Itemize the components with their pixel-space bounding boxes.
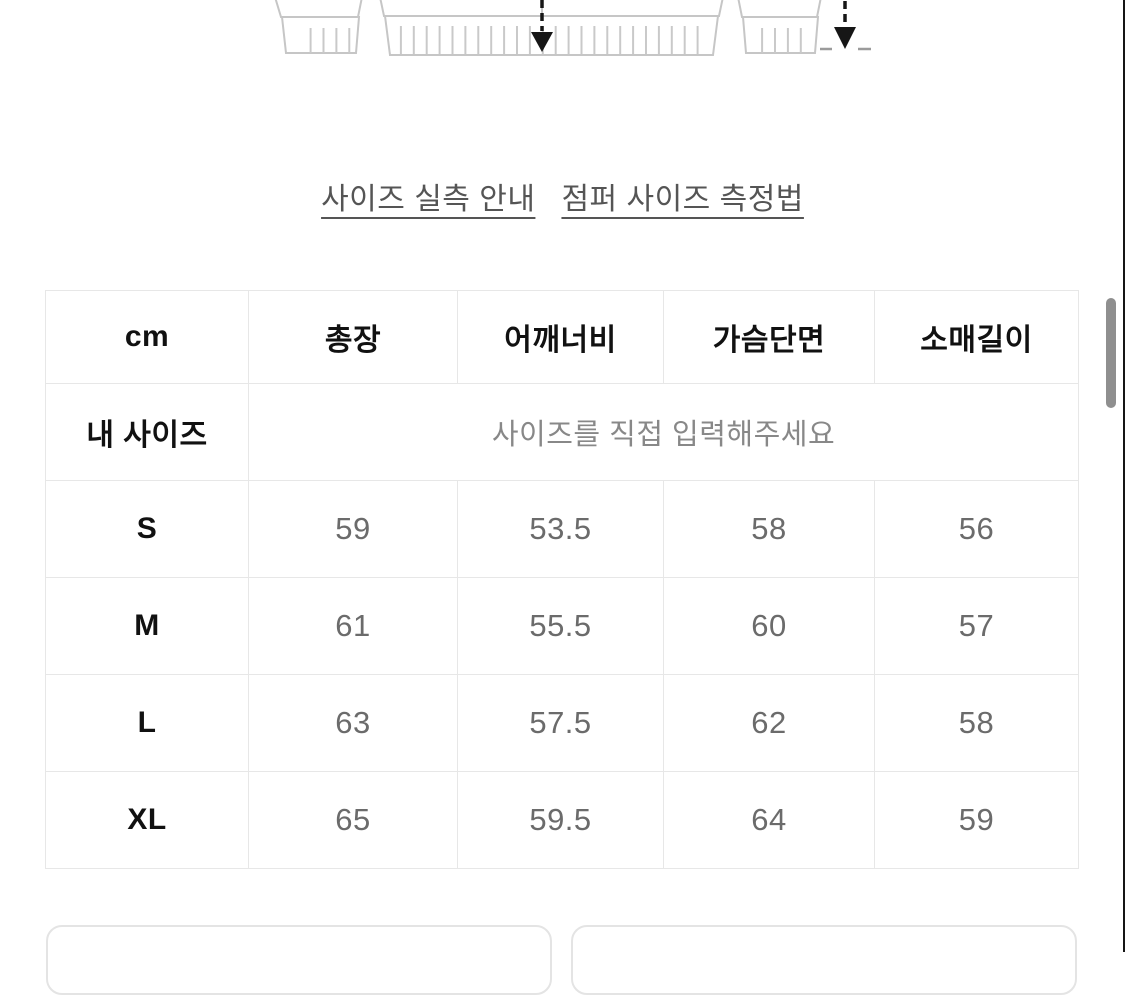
- value-cell: 59: [248, 480, 458, 578]
- table-row-xl: XL 65 59.5 64 59: [45, 771, 1079, 869]
- my-size-row: 내 사이즈 사이즈를 직접 입력해주세요: [45, 383, 1079, 481]
- my-size-label: 내 사이즈: [45, 383, 249, 481]
- size-measure-guide-link[interactable]: 사이즈 실측 안내: [321, 183, 536, 216]
- hem-ribbing: [396, 26, 708, 54]
- value-cell: 56: [874, 480, 1079, 578]
- left-sleeve-end: [274, 0, 363, 18]
- col-header-chest-width: 가슴단면: [663, 290, 875, 384]
- size-table: cm 총장 어깨너비 가슴단면 소매길이 내 사이즈 사이즈를 직접 입력해주세…: [45, 290, 1079, 869]
- right-cuff-ribbing: [760, 28, 811, 53]
- value-cell: 62: [663, 674, 875, 772]
- right-sleeve-end: [737, 0, 822, 18]
- value-cell: 59: [874, 771, 1079, 869]
- unit-header: cm: [45, 290, 249, 384]
- value-cell: 59.5: [457, 771, 664, 869]
- my-size-input-cell[interactable]: 사이즈를 직접 입력해주세요: [248, 383, 1079, 481]
- col-header-total-length: 총장: [248, 290, 458, 384]
- value-cell: 63: [248, 674, 458, 772]
- value-cell: 57: [874, 577, 1079, 675]
- jacket-hem-diagram: [274, 0, 871, 56]
- table-row-m: M 61 55.5 60 57: [45, 577, 1079, 675]
- screen-edge-line: [1123, 0, 1125, 952]
- bottom-button-right[interactable]: [571, 925, 1077, 995]
- sleeve-length-arrow-icon: [820, 1, 871, 51]
- size-label-l: L: [45, 674, 249, 772]
- size-table-header-row: cm 총장 어깨너비 가슴단면 소매길이: [45, 290, 1079, 384]
- size-label-s: S: [45, 480, 249, 578]
- table-row-s: S 59 53.5 58 56: [45, 480, 1079, 578]
- vertical-scrollbar-thumb[interactable]: [1106, 298, 1116, 408]
- table-row-l: L 63 57.5 62 58: [45, 674, 1079, 772]
- size-label-m: M: [45, 577, 249, 675]
- jumper-measure-method-link[interactable]: 점퍼 사이즈 측정법: [561, 183, 804, 216]
- bottom-button-left[interactable]: [46, 925, 552, 995]
- value-cell: 57.5: [457, 674, 664, 772]
- value-cell: 65: [248, 771, 458, 869]
- size-label-xl: XL: [45, 771, 249, 869]
- value-cell: 60: [663, 577, 875, 675]
- value-cell: 64: [663, 771, 875, 869]
- left-cuff-ribbing: [301, 28, 351, 53]
- value-cell: 58: [663, 480, 875, 578]
- size-guide-links: 사이즈 실측 안내 점퍼 사이즈 측정법: [0, 174, 1125, 218]
- value-cell: 55.5: [457, 577, 664, 675]
- value-cell: 53.5: [457, 480, 664, 578]
- total-length-arrow-icon: [531, 0, 553, 52]
- col-header-sleeve-length: 소매길이: [874, 290, 1079, 384]
- body-bottom: [379, 0, 724, 17]
- value-cell: 61: [248, 577, 458, 675]
- col-header-shoulder-width: 어깨너비: [457, 290, 664, 384]
- value-cell: 58: [874, 674, 1079, 772]
